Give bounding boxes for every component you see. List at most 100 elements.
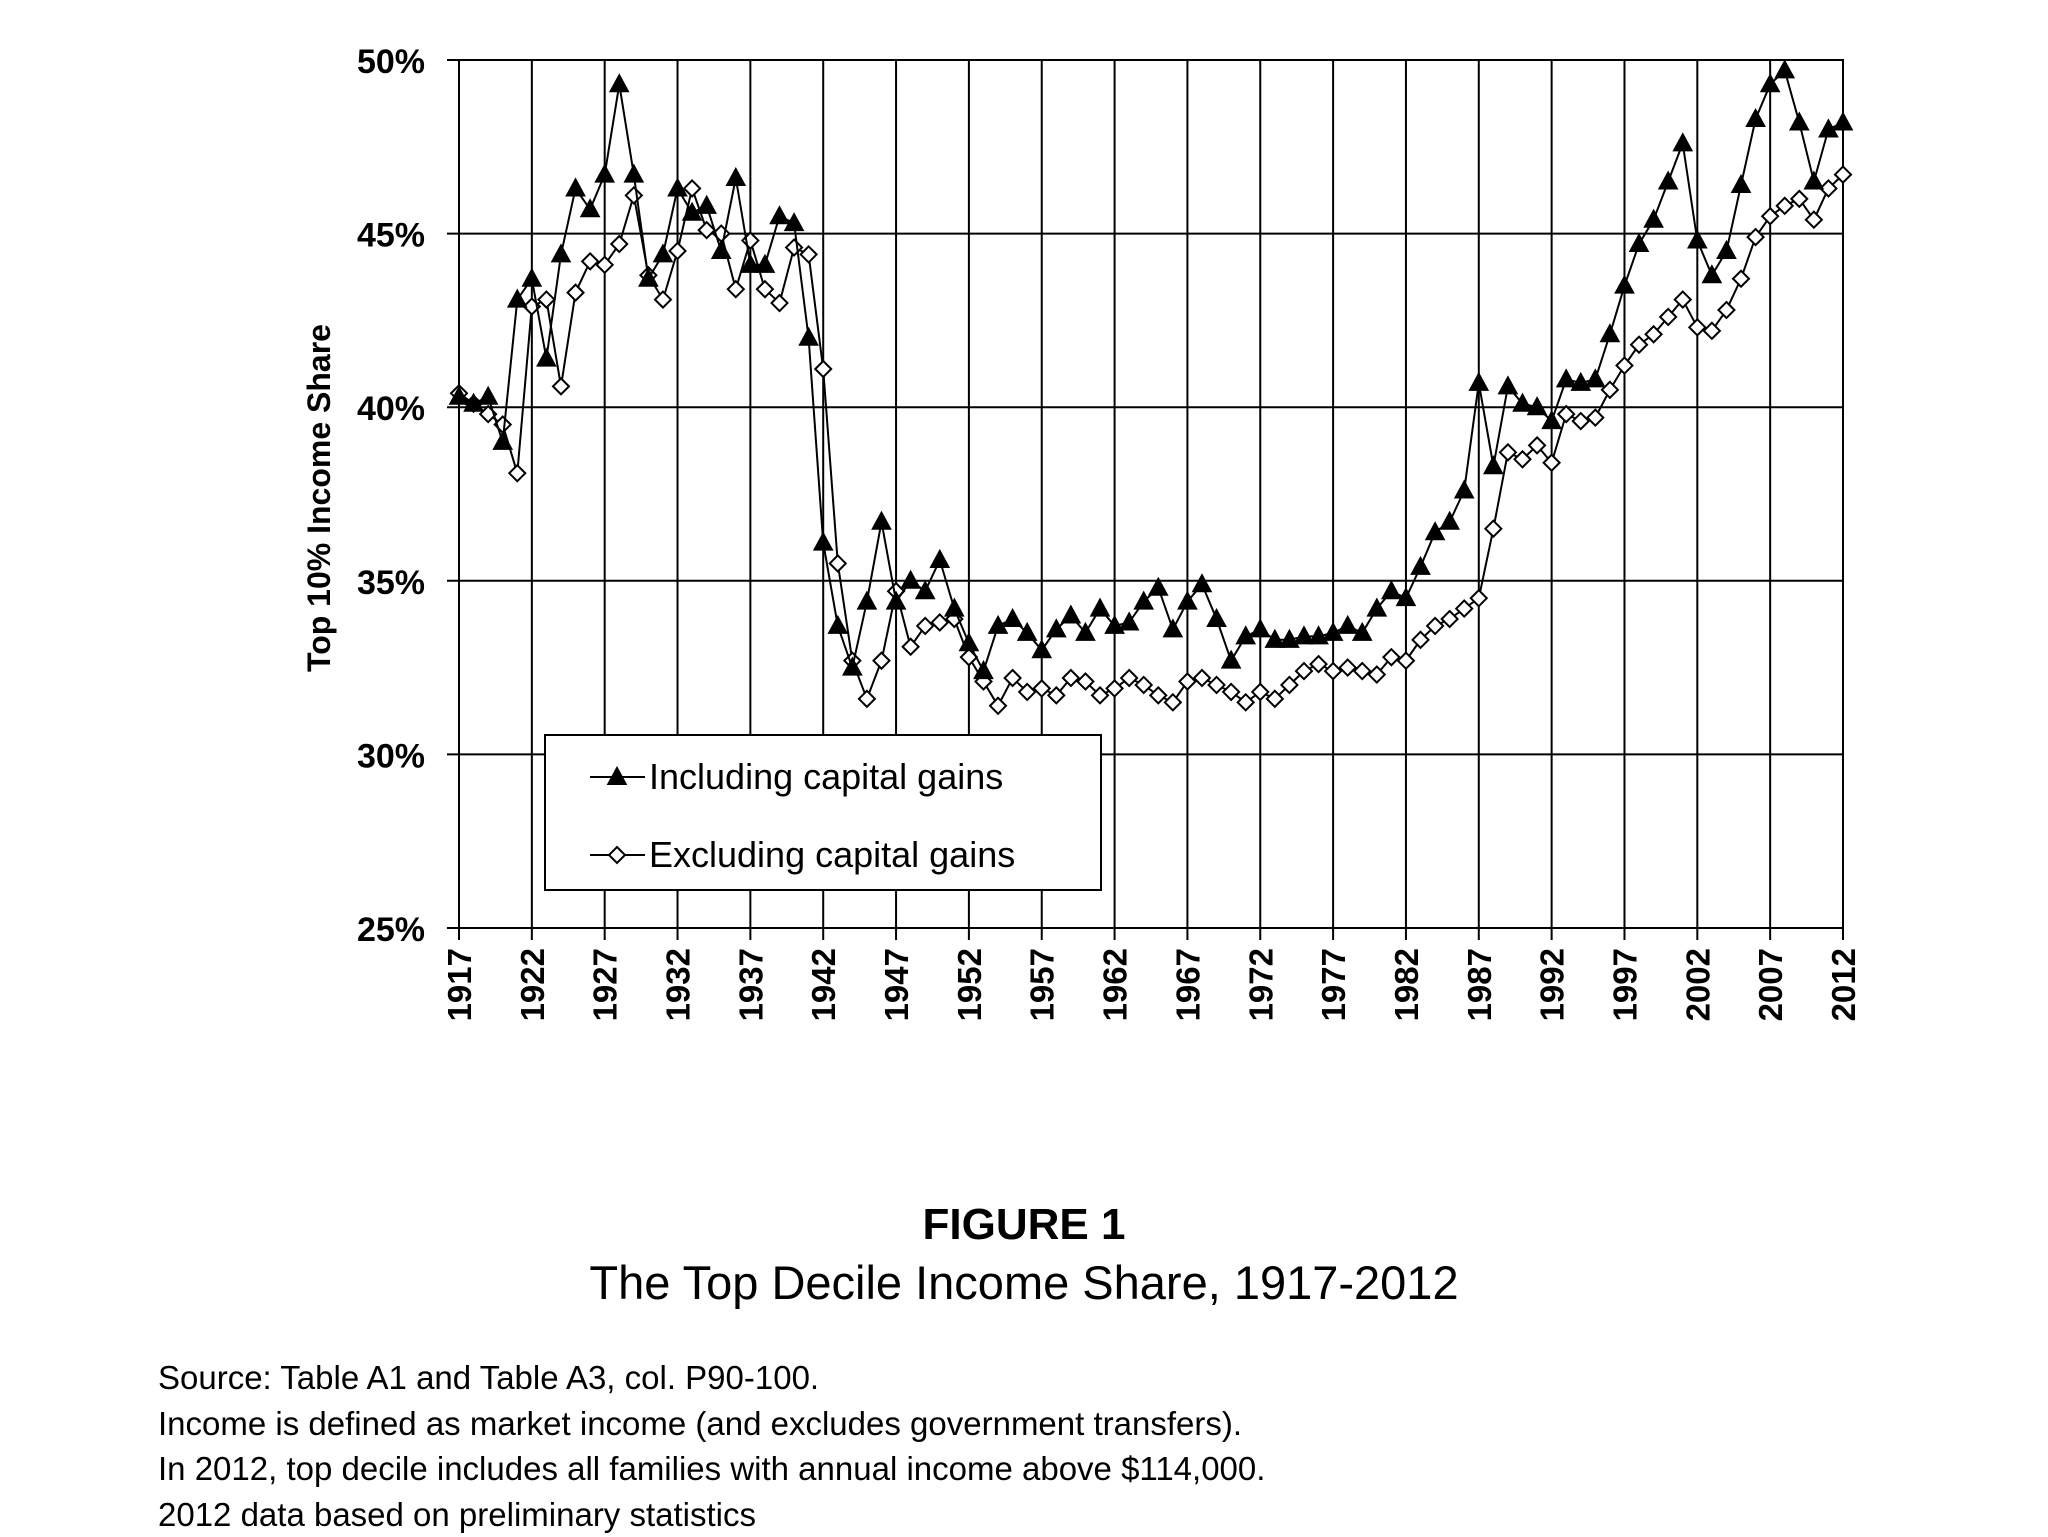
- triangle-marker: [1469, 373, 1488, 391]
- diamond-marker: [1791, 191, 1807, 207]
- diamond-marker: [932, 614, 948, 630]
- x-tick-label: 2002: [1679, 948, 1716, 1021]
- diamond-marker: [830, 555, 846, 571]
- triangle-marker: [872, 512, 891, 530]
- x-tick-label: 1957: [1024, 948, 1061, 1021]
- diamond-marker: [1252, 684, 1268, 700]
- triangle-marker: [566, 178, 585, 196]
- legend-item: Including capital gains: [590, 756, 1003, 797]
- diamond-marker: [1602, 382, 1618, 398]
- triangle-marker: [1338, 616, 1357, 634]
- diamond-marker: [1471, 590, 1487, 606]
- triangle-marker: [1615, 276, 1634, 294]
- diamond-marker: [1587, 410, 1603, 426]
- diamond-marker: [728, 281, 744, 297]
- triangle-marker: [522, 269, 541, 287]
- diamond-marker: [553, 378, 569, 394]
- diamond-marker: [1806, 212, 1822, 228]
- triangle-marker: [1251, 619, 1270, 637]
- diamond-marker: [1311, 656, 1327, 672]
- diamond-marker: [1442, 611, 1458, 627]
- triangle-marker: [1834, 112, 1853, 130]
- triangle-marker: [1586, 369, 1605, 387]
- diamond-marker: [1179, 673, 1195, 689]
- diamond-marker: [655, 292, 671, 308]
- diamond-marker: [1209, 677, 1225, 693]
- x-tick-label: 1942: [805, 948, 842, 1021]
- diamond-marker: [1398, 653, 1414, 669]
- triangle-marker: [1484, 456, 1503, 474]
- triangle-marker: [1207, 609, 1226, 627]
- legend-item: Excluding capital gains: [590, 834, 1015, 875]
- triangle-marker: [1790, 112, 1809, 130]
- triangle-marker: [1120, 612, 1139, 630]
- diamond-marker: [597, 257, 613, 273]
- triangle-marker: [624, 165, 643, 183]
- series-including-capital-gains: [450, 60, 1853, 678]
- x-tick-label: 1952: [951, 948, 988, 1021]
- triangle-marker: [1498, 376, 1517, 394]
- diamond-marker: [801, 246, 817, 262]
- triangle-marker: [945, 599, 964, 617]
- diamond-marker: [903, 639, 919, 655]
- y-axis-label: Top 10% Income Share: [301, 324, 337, 672]
- x-tick-label: 1967: [1169, 948, 1206, 1021]
- triangle-marker: [1600, 324, 1619, 342]
- triangle-marker: [1003, 609, 1022, 627]
- y-tick-label: 30%: [357, 737, 425, 775]
- diamond-marker: [568, 285, 584, 301]
- x-tick-label: 1997: [1606, 948, 1643, 1021]
- figure-label: FIGURE 1: [0, 1200, 2048, 1250]
- diamond-marker: [1121, 670, 1137, 686]
- legend-label: Including capital gains: [649, 756, 1003, 797]
- diamond-marker: [1500, 444, 1516, 460]
- chart-series: [450, 60, 1853, 713]
- triangle-marker: [828, 616, 847, 634]
- diamond-marker: [1631, 337, 1647, 353]
- triangle-marker: [1455, 481, 1474, 499]
- x-tick-label: 1947: [878, 948, 915, 1021]
- y-tick-label: 35%: [357, 564, 425, 602]
- note-preliminary: 2012 data based on preliminary statistic…: [158, 1492, 1265, 1537]
- y-tick-label: 25%: [357, 911, 425, 949]
- diamond-marker: [1107, 680, 1123, 696]
- triangle-marker: [697, 196, 716, 214]
- triangle-marker: [653, 244, 672, 262]
- triangle-marker: [1659, 172, 1678, 190]
- x-tick-label: 1932: [660, 948, 697, 1021]
- triangle-marker: [930, 550, 949, 568]
- triangle-marker: [1644, 210, 1663, 228]
- triangle-marker: [479, 387, 498, 405]
- y-tick-label: 50%: [357, 43, 425, 81]
- diamond-marker: [1150, 687, 1166, 703]
- chart-legend: Including capital gains Excluding capital…: [545, 735, 1101, 890]
- diamond-marker: [917, 618, 933, 634]
- figure-notes: Source: Table A1 and Table A3, col. P90-…: [158, 1355, 1265, 1537]
- triangle-marker: [1382, 581, 1401, 599]
- diamond-marker: [509, 465, 525, 481]
- triangle-marker: [814, 533, 833, 551]
- diamond-marker: [538, 292, 554, 308]
- diamond-marker: [1733, 271, 1749, 287]
- triangle-marker: [1732, 175, 1751, 193]
- note-source: Source: Table A1 and Table A3, col. P90-…: [158, 1355, 1265, 1401]
- triangle-marker: [770, 206, 789, 224]
- diamond-marker: [1340, 660, 1356, 676]
- diamond-marker: [1616, 358, 1632, 374]
- diamond-marker: [859, 691, 875, 707]
- triangle-marker: [1775, 60, 1794, 78]
- triangle-marker: [726, 168, 745, 186]
- triangle-marker: [916, 581, 935, 599]
- triangle-marker: [901, 571, 920, 589]
- triangle-marker: [1746, 109, 1765, 127]
- y-tick-label: 45%: [357, 217, 425, 255]
- y-tick-label: 40%: [357, 390, 425, 428]
- x-tick-label: 2007: [1752, 948, 1789, 1021]
- diamond-marker: [1777, 198, 1793, 214]
- note-threshold: In 2012, top decile includes all familie…: [158, 1446, 1265, 1492]
- diamond-marker: [1689, 319, 1705, 335]
- triangle-marker: [1557, 369, 1576, 387]
- triangle-marker: [1440, 512, 1459, 530]
- diamond-marker: [1136, 677, 1152, 693]
- diamond-marker: [1704, 323, 1720, 339]
